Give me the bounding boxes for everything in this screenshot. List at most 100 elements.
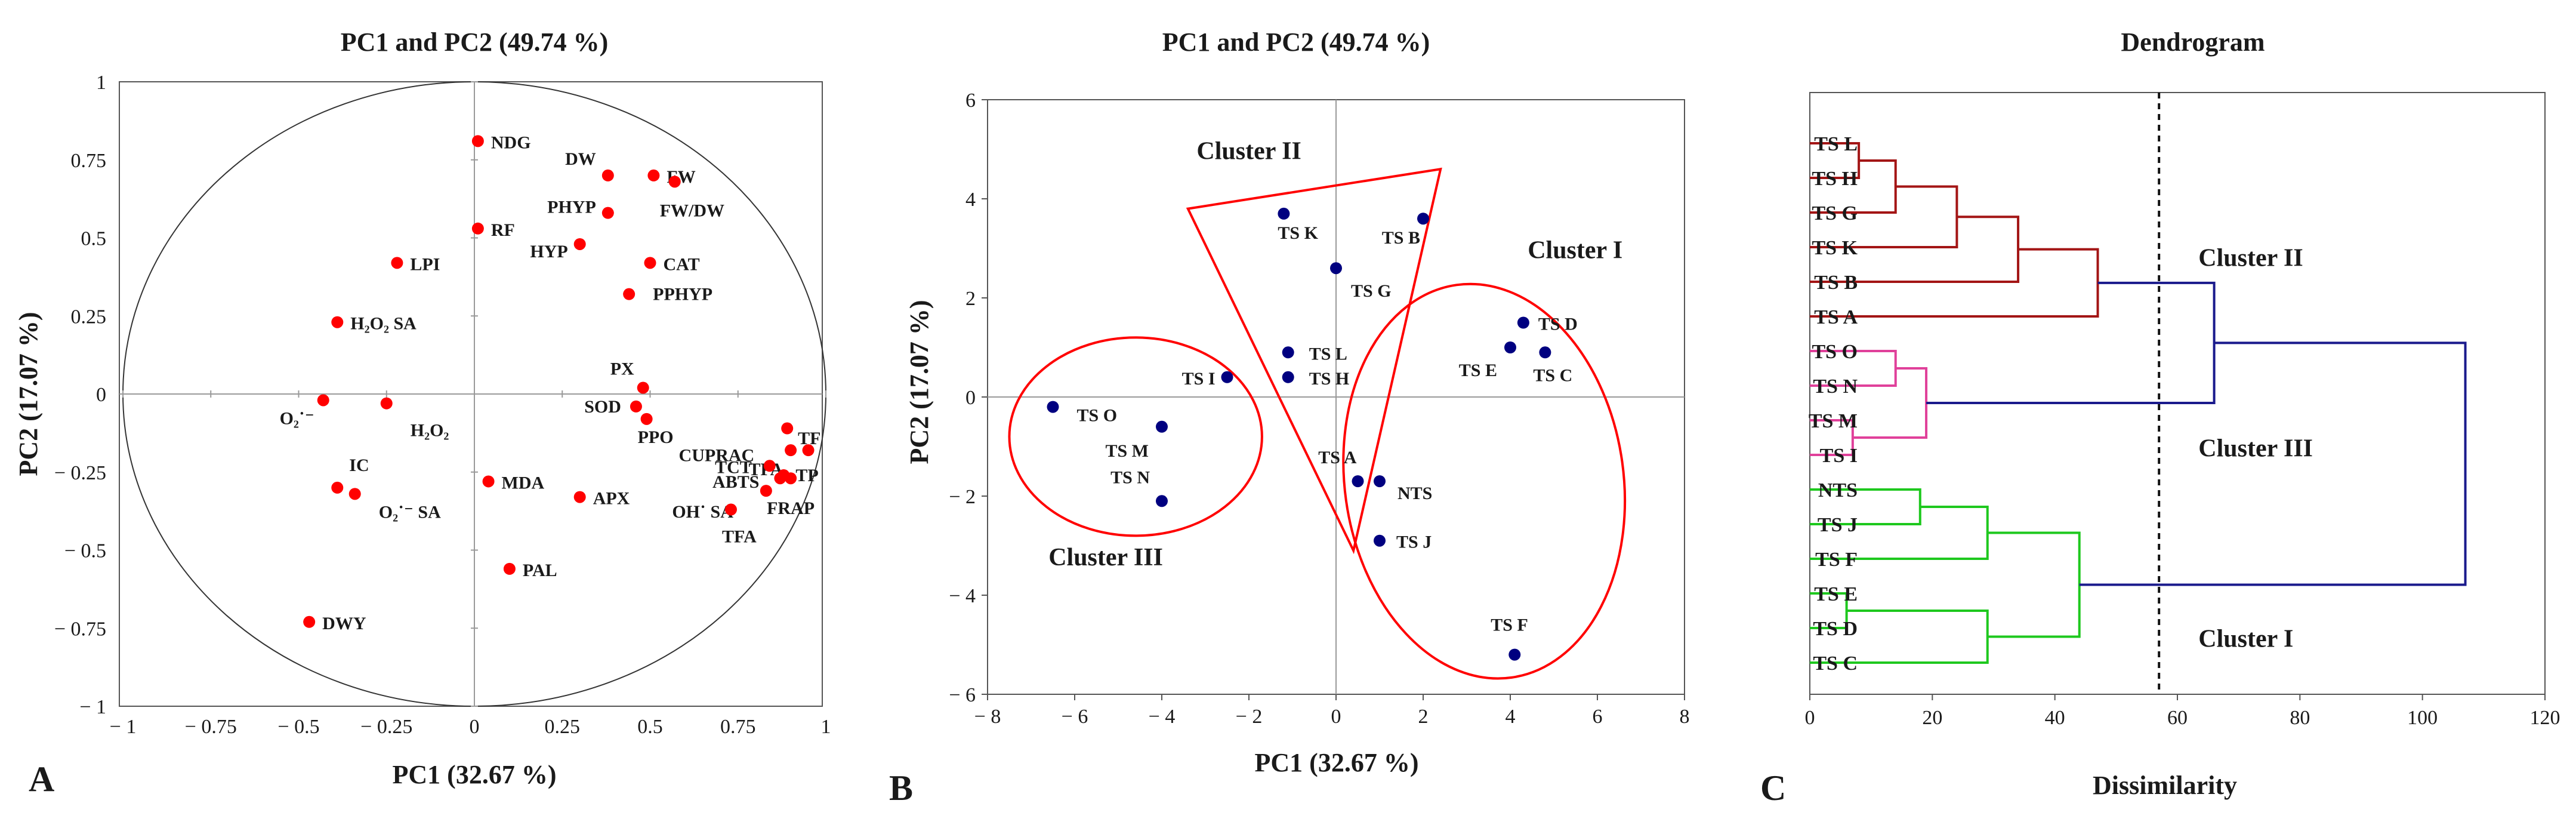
panel-b-ytick-label: − 2: [949, 486, 976, 508]
dendrogram-link: [1810, 248, 2099, 318]
panel-b-point-label: TS G: [1351, 281, 1392, 301]
dendrogram-leaf-label: TS B: [1814, 272, 1858, 294]
panel-a-point: [647, 169, 660, 181]
panel-a-point-label: CUPRAC: [679, 446, 755, 466]
panel-a-point-label: CAT: [664, 254, 700, 274]
panel-a-xtick-label: 0.25: [545, 716, 581, 738]
panel-b-point: [1374, 475, 1386, 488]
panel-b-point: [1417, 213, 1429, 225]
panel-a-point: [785, 472, 797, 485]
panel-b-ytick-label: 0: [965, 387, 976, 409]
panel-a-point-label: PPO: [638, 427, 674, 447]
panel-a-ytick-label: − 0.75: [54, 618, 106, 640]
panel-b-ylabel: PC2 (17.07 %): [905, 300, 934, 464]
panel-a-point: [630, 400, 642, 413]
panel-a-point: [640, 413, 653, 425]
panel-c-xtick-label: 100: [2407, 707, 2438, 729]
panel-b-xtick-label: 8: [1680, 706, 1690, 728]
panel-b-point-label: TS N: [1110, 467, 1150, 487]
panel-b-point-label: TS D: [1538, 315, 1578, 334]
panel-a-point-label: DW: [565, 149, 596, 169]
panel-b-ytick-label: 4: [965, 189, 976, 211]
panel-a-pca-loadings: PC1 and PC2 (49.74 %) − 1 − 0.75 − 0.5 − 0.…: [14, 27, 831, 799]
panel-b-point-label: NTS: [1397, 484, 1432, 503]
panel-a-point-label: MDA: [502, 473, 545, 493]
panel-a-point: [763, 460, 776, 472]
panel-c-xtick-label: 60: [2167, 707, 2188, 729]
panel-c-tree: [1810, 93, 2467, 694]
panel-a-point-label: PHYP: [547, 198, 596, 217]
dendrogram-leaf-label: TS G: [1812, 202, 1858, 224]
panel-c-letter: C: [1760, 768, 1786, 808]
panel-a-xtick-label: 0.75: [720, 716, 756, 738]
dendrogram-link: [1852, 367, 1928, 439]
panel-b-point-label: TS A: [1318, 448, 1357, 467]
panel-a-xtick-label: 0.5: [637, 716, 663, 738]
panel-b-point: [1330, 262, 1342, 275]
panel-a-point-label: HYP: [530, 242, 567, 261]
panel-a-xlabel: PC1 (32.67 %): [393, 760, 557, 789]
dendrogram-link: [1810, 159, 1897, 214]
panel-b-letter: B: [889, 768, 913, 808]
panel-b-point-label: TS F: [1491, 615, 1528, 635]
panel-c-cluster-label: Cluster III: [2198, 435, 2313, 462]
panel-a-point-label: DWY: [322, 614, 366, 633]
panel-c-cluster-label: Cluster II: [2198, 244, 2303, 272]
panel-a-point-label: ABTS: [712, 472, 759, 492]
panel-a-point: [331, 316, 344, 328]
panel-b-point-label: TS J: [1396, 533, 1432, 552]
panel-a-point: [348, 488, 361, 500]
panel-a-point-label: PAL: [523, 561, 557, 580]
panel-c-cluster-labels: Cluster II Cluster III Cluster I: [2198, 244, 2313, 653]
panel-a-title: PC1 and PC2 (49.74 %): [341, 27, 609, 57]
cluster-ellipse: [1342, 282, 1627, 680]
dendrogram-link: [1810, 350, 1897, 387]
panel-c-xlabel: Dissimilarity: [2093, 771, 2237, 800]
panel-b-point: [1539, 346, 1551, 359]
panel-a-point-label: FRAP: [767, 498, 815, 518]
panel-a-point: [774, 472, 786, 485]
panel-c-xtick-label: 120: [2530, 707, 2560, 729]
panel-b-ytick-label: 6: [965, 90, 976, 112]
panel-a-ytick-label: − 0.5: [64, 540, 106, 562]
panel-b-xtick-label: 2: [1418, 706, 1429, 728]
panel-b-point-label: TS O: [1077, 406, 1118, 426]
panel-b-point: [1156, 420, 1168, 433]
panel-a-point: [668, 176, 681, 188]
dendrogram-leaf-label: NTS: [1818, 479, 1858, 501]
dendrogram-link: [1810, 610, 1989, 664]
panel-b-point: [1282, 346, 1294, 359]
panel-b-cluster-label: Cluster II: [1196, 138, 1301, 165]
dendrogram-leaf-label: TS C: [1813, 653, 1858, 675]
dendrogram-link: [1987, 531, 2081, 638]
panel-b-cluster-label: Cluster III: [1048, 544, 1163, 571]
panel-b-point: [1508, 648, 1521, 661]
panel-c-xtick-label: 20: [1922, 707, 1942, 729]
panel-a-letter: A: [29, 759, 54, 799]
panel-a-ticks: − 1 − 0.75 − 0.5 − 0.25 0 0.25 0.5 0.75 1 1 0.75 0.…: [54, 72, 831, 738]
panel-c-xtick-label: 0: [1805, 707, 1815, 729]
panel-a-ytick-label: 0.25: [71, 306, 107, 328]
panel-a-point: [471, 222, 484, 235]
panel-b-cluster-label: Cluster I: [1528, 237, 1622, 264]
dendrogram-leaf-label: TS A: [1814, 306, 1858, 328]
panel-a-point: [785, 444, 797, 457]
dendrogram-leaf-label: TS I: [1820, 445, 1858, 467]
panel-a-point: [303, 615, 316, 628]
panel-b-point: [1282, 371, 1294, 383]
panel-b-point-label: TS E: [1459, 361, 1497, 380]
panel-b-point: [1517, 316, 1529, 329]
panel-a-ytick-label: 0.75: [71, 150, 107, 172]
panel-a-point-label: PX: [610, 359, 634, 379]
panel-b-xtick-label: − 8: [974, 706, 1001, 728]
dendrogram-leaf-label: TS D: [1813, 618, 1858, 640]
dendrogram-leaf-label: TS J: [1818, 514, 1858, 536]
panel-a-xtick-label: 0: [470, 716, 480, 738]
panel-a-point-label: APX: [593, 489, 630, 509]
panel-b-point: [1278, 207, 1290, 220]
panel-b-point-label: TS K: [1278, 223, 1318, 243]
panel-a-point: [781, 422, 794, 435]
panel-b-point-label: TS B: [1382, 228, 1420, 248]
panel-b-title: PC1 and PC2 (49.74 %): [1162, 27, 1430, 57]
